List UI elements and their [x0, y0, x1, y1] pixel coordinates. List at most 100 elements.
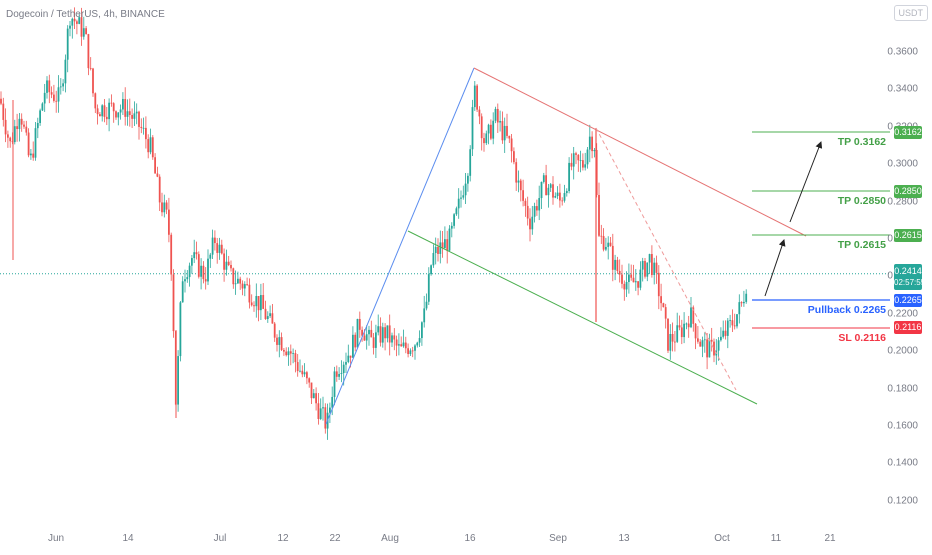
- candle-body: [30, 153, 32, 156]
- candle-body: [122, 98, 124, 110]
- candle-body: [296, 362, 299, 372]
- candle-body: [363, 335, 366, 341]
- candle-body: [549, 184, 552, 188]
- candle-body: [694, 323, 697, 339]
- candle-body: [80, 17, 83, 37]
- candle-body: [202, 265, 205, 280]
- candle-body: [34, 128, 37, 158]
- candle-body: [101, 105, 104, 117]
- candle-body: [250, 302, 253, 306]
- candle-body: [651, 254, 653, 275]
- candle-body: [9, 137, 12, 142]
- time-tick-label: Jul: [213, 533, 227, 544]
- candle-body: [232, 268, 235, 285]
- candle-body: [126, 111, 129, 117]
- candle-body: [319, 408, 322, 419]
- current-price-value: 0.2414: [894, 266, 922, 276]
- candle-body: [32, 153, 35, 158]
- candle-body: [552, 184, 554, 198]
- candle-body: [685, 323, 688, 325]
- candle-body: [220, 244, 223, 254]
- candle-body: [559, 192, 561, 201]
- candle-body: [370, 329, 373, 338]
- candle-body: [66, 28, 69, 60]
- price-tick-label: 0.1400: [887, 457, 918, 469]
- candle-body: [377, 326, 380, 333]
- candle-body: [648, 254, 651, 263]
- candle-body: [536, 206, 538, 211]
- candle-body: [724, 330, 727, 336]
- candle-body: [375, 332, 377, 348]
- candle-body: [177, 356, 179, 405]
- candle-body: [368, 329, 370, 335]
- time-tick-label: 12: [277, 533, 289, 544]
- candle-body: [510, 138, 513, 152]
- candle-body: [618, 270, 621, 275]
- tp2-label: TP 0.2850: [837, 195, 886, 207]
- candle-body: [547, 187, 550, 196]
- candle-body: [317, 403, 320, 419]
- candle-body: [591, 136, 593, 152]
- candle-body: [646, 262, 649, 277]
- candle-body: [69, 25, 71, 29]
- candle-body: [542, 175, 545, 182]
- candle-body: [223, 253, 225, 270]
- candle-body: [469, 149, 472, 176]
- candle-body: [294, 353, 297, 363]
- candle-body: [697, 338, 699, 342]
- candle-body: [637, 281, 639, 288]
- candle-body: [345, 362, 347, 365]
- candle-body: [331, 396, 334, 408]
- candle-body: [89, 68, 92, 69]
- candle-body: [653, 262, 656, 275]
- candle-body: [352, 334, 354, 358]
- candle-body: [53, 94, 55, 101]
- candle-body: [276, 337, 278, 345]
- candle-body: [25, 126, 28, 133]
- candle-body: [616, 259, 619, 271]
- candle-body: [71, 18, 74, 26]
- candle-body: [641, 260, 644, 270]
- candle-body: [338, 373, 340, 377]
- currency-badge[interactable]: USDT: [893, 5, 928, 21]
- time-tick-label: 13: [618, 533, 630, 544]
- candle-body: [450, 225, 453, 229]
- candle-body: [59, 86, 62, 88]
- candle-body: [729, 320, 731, 322]
- candle-body: [496, 108, 499, 123]
- candle-body: [722, 330, 725, 337]
- candle-body: [701, 340, 704, 347]
- price-tick-label: 0.2000: [887, 345, 918, 357]
- candle-body: [361, 329, 363, 336]
- candle-body: [0, 98, 2, 104]
- candle-body: [586, 149, 589, 165]
- candle-body: [322, 407, 324, 409]
- impulse-trendline: [325, 67, 475, 425]
- candle-body: [634, 281, 637, 283]
- candle-body: [575, 153, 577, 155]
- candle-body: [76, 21, 78, 24]
- price-tick-label: 0.1200: [887, 495, 918, 507]
- candle-body: [453, 214, 455, 226]
- candle-body: [460, 197, 462, 199]
- candle-body: [726, 320, 729, 336]
- candle-body: [62, 83, 64, 87]
- candle-body: [94, 93, 97, 109]
- candle-body: [151, 137, 154, 158]
- candle-body: [149, 137, 152, 153]
- time-tick-label: 22: [329, 533, 341, 544]
- candle-body: [135, 111, 138, 114]
- candle-body: [692, 307, 695, 324]
- candle-body: [172, 274, 175, 332]
- candle-body: [260, 295, 262, 311]
- candle-body: [409, 350, 412, 355]
- candle-body: [27, 132, 30, 156]
- candle-body: [112, 103, 115, 112]
- candle-body: [324, 407, 327, 429]
- time-tick-label: Aug: [381, 533, 399, 544]
- candle-body: [283, 349, 285, 352]
- candle-body: [499, 121, 501, 123]
- candle-body: [657, 272, 660, 297]
